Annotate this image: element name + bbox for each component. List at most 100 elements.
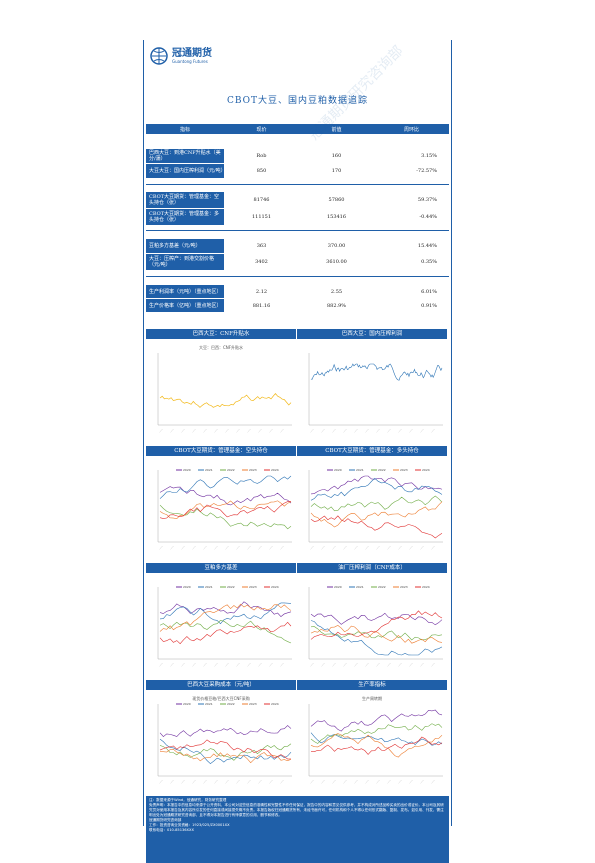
x-tick-label: ······: [398, 545, 404, 551]
row-label: CBOT大豆期货：管理基金：空头持仓（张）: [146, 192, 224, 208]
series-line: [159, 486, 292, 506]
legend-label: 2022: [378, 585, 386, 589]
chart-svg: ······ ······ ······ ······ ······ ······ ····…: [157, 695, 292, 785]
x-tick-label: ······: [280, 428, 286, 434]
x-tick-label: ······: [310, 662, 316, 668]
x-tick-label: ······: [247, 545, 253, 551]
x-tick-label: ······: [269, 428, 275, 434]
x-tick-label: ······: [159, 428, 165, 434]
legend-label: 2021: [356, 585, 364, 589]
axes: [157, 353, 292, 426]
x-tick-label: ······: [321, 545, 327, 551]
series-line: [310, 723, 443, 744]
series-line: [159, 725, 292, 738]
chart-panel: 巴西大豆采购成本（元/吨） ······ ······ ······ ······ ···…: [146, 680, 296, 800]
x-tick-label: ······: [354, 662, 360, 668]
legend-label: 2024: [271, 468, 279, 472]
row-current: 3402: [255, 259, 268, 265]
chart-area: ······ ······ ······ ······ ······ ······ ····…: [146, 456, 296, 566]
x-tick-label: ······: [236, 662, 242, 668]
series-line: [159, 601, 292, 617]
x-tick-label: ······: [409, 662, 415, 668]
x-tick-label: ······: [170, 662, 176, 668]
x-tick-label: ······: [398, 662, 404, 668]
x-tick-label: ······: [181, 662, 187, 668]
table-row: 豆粕多方基差（元/吨） 363 370.00 15.44%: [146, 239, 449, 253]
table-row: 生产价格率（亿吨）（重点地区） 881.16 882.9% 0.91%: [146, 299, 449, 312]
table-row: CBOT大豆期货：管理基金：空头持仓（张） 81746 57860 59.37%: [146, 192, 449, 208]
chart-panel: CBOT大豆期货：管理基金：多头持仓 ······ ······ ······ ····…: [297, 446, 447, 566]
x-tick-label: ······: [431, 662, 437, 668]
row-change: -0.44%: [419, 214, 437, 220]
series-line: [159, 738, 292, 765]
report-sheet: 冠通期货 Guantong Futures CBOT大豆、国内豆粕数据追踪 指标…: [143, 40, 452, 863]
series-line: [159, 501, 292, 519]
row-change: 15.44%: [417, 243, 437, 249]
row-change: 59.37%: [417, 197, 437, 203]
brand-logo: 冠通期货 Guantong Futures: [150, 46, 212, 66]
table-row: 大豆：压榨产：到港交割价格（元/吨） 3402 3610.00 0.35%: [146, 254, 449, 270]
x-tick-label: ······: [258, 662, 264, 668]
legend-label: 2024: [422, 585, 430, 589]
x-tick-label: ······: [420, 545, 426, 551]
row-change: 6.01%: [421, 288, 437, 295]
x-tick-label: ······: [236, 428, 242, 434]
x-tick-label: ······: [332, 545, 338, 551]
row-change: -72.57%: [416, 168, 437, 174]
series-line: [159, 602, 292, 625]
table-row: 生产利润率（元吨）（重点地区） 2.12 2.55 6.01%: [146, 285, 449, 298]
x-tick-label: ······: [409, 545, 415, 551]
row-label: 大豆：压榨产：到港交割价格（元/吨）: [146, 254, 224, 270]
series-line: [310, 620, 443, 656]
chart-svg: ······ ······ ······ ······ ······ ······ ····…: [308, 353, 443, 434]
series-line: [310, 736, 443, 755]
series-line: [310, 363, 443, 381]
contact-info: 联系电话：010-85136XXX: [149, 828, 194, 832]
row-label: 大豆大豆：国内压榨利润（元/吨）: [146, 164, 226, 178]
series-line: [310, 477, 443, 501]
chart-subtitle: 生产周转期: [362, 695, 382, 701]
x-tick-label: ······: [354, 428, 360, 434]
row-previous: 370.00: [327, 243, 346, 249]
x-tick-label: ······: [269, 662, 275, 668]
legend-label: 2024: [271, 702, 279, 706]
series-line: [310, 610, 443, 640]
x-tick-label: ······: [431, 779, 437, 785]
series-line: [310, 626, 443, 641]
x-tick-label: ······: [365, 428, 371, 434]
axes: [157, 704, 292, 777]
chart-svg: ······ ······ ······ ······ ······ ······ ····…: [157, 585, 292, 668]
chart-area: ······ ······ ······ ······ ······ ······ ····…: [297, 573, 447, 683]
row-current: 850: [256, 168, 267, 174]
x-tick-label: ······: [192, 662, 198, 668]
chart-area: ······ ······ ······ ······ ······ ······ ····…: [146, 690, 296, 800]
x-tick-label: ······: [343, 779, 349, 785]
disclaimer-footer: 注：数据来源于Wind，冠通研究，财务研究整理 免责声明：本报告中的信息均来源于…: [146, 796, 449, 863]
legend-label: 2023: [249, 702, 257, 706]
x-tick-label: ······: [170, 428, 176, 434]
x-tick-label: ······: [269, 779, 275, 785]
chart-area: ······ ······ ······ ······ ······ ······ ····…: [297, 690, 447, 800]
axes: [308, 470, 443, 543]
divider: [146, 230, 449, 231]
legend-label: 2023: [249, 585, 257, 589]
x-tick-label: ······: [159, 662, 165, 668]
chart-svg: ······ ······ ······ ······ ······ ······ ····…: [157, 344, 292, 434]
chart-panel: 巴西大豆：CNF升贴水 ······ ······ ······ ······ ·····…: [146, 329, 296, 449]
axes: [157, 587, 292, 660]
x-tick-label: ······: [409, 779, 415, 785]
col-previous: 前值: [331, 126, 342, 133]
series-line: [159, 392, 292, 408]
x-tick-label: ······: [192, 428, 198, 434]
x-tick-label: ······: [420, 779, 426, 785]
x-tick-label: ······: [214, 779, 220, 785]
x-tick-label: ······: [409, 428, 415, 434]
x-tick-label: ······: [343, 428, 349, 434]
chart-svg: ······ ······ ······ ······ ······ ······ ····…: [308, 468, 443, 551]
legend-label: 2022: [227, 468, 235, 472]
table-row: 大豆大豆：国内压榨利润（元/吨） 850 170 -72.57%: [146, 164, 449, 178]
row-previous: 160: [331, 153, 342, 159]
col-indicator: 指标: [179, 126, 190, 133]
row-label: 豆粕多方基差（元/吨）: [146, 239, 224, 253]
x-tick-label: ······: [247, 428, 253, 434]
